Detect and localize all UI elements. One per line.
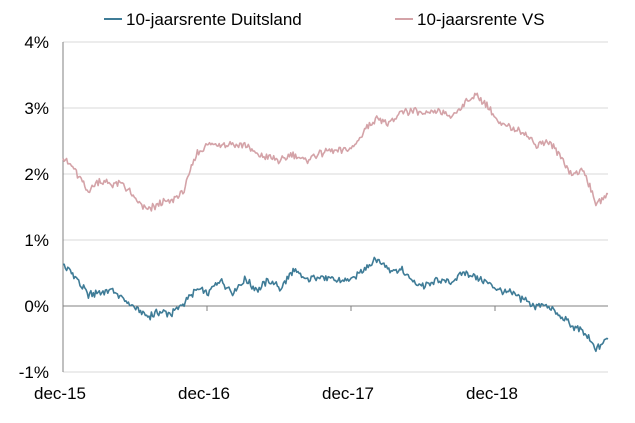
y-tick-label: 0% — [24, 297, 49, 316]
series-line-duitsland — [63, 256, 609, 353]
legend-label: 10-jaarsrente VS — [417, 10, 545, 29]
y-tick-label: 1% — [24, 231, 49, 250]
x-tick-label: dec-18 — [466, 384, 518, 403]
series-line-vs — [62, 92, 609, 212]
x-tick-label: dec-17 — [322, 384, 374, 403]
x-tick-label: dec-16 — [178, 384, 230, 403]
axes: 4% 3% 2% 1% 0% -1% dec-15 dec-16 dec-17 dec-18 — [19, 33, 608, 403]
x-tick-label: dec-15 — [34, 384, 86, 403]
grid — [63, 41, 608, 373]
legend-item-vs: 10-jaarsrente VS — [395, 10, 545, 29]
series-lines — [62, 92, 609, 353]
y-tick-label: -1% — [19, 363, 49, 382]
y-tick-label: 2% — [24, 165, 49, 184]
legend: 10-jaarsrente Duitsland 10-jaarsrente VS — [104, 10, 545, 29]
legend-item-duitsland: 10-jaarsrente Duitsland — [104, 10, 302, 29]
legend-label: 10-jaarsrente Duitsland — [126, 10, 302, 29]
y-tick-label: 4% — [24, 33, 49, 52]
y-tick-label: 3% — [24, 99, 49, 118]
